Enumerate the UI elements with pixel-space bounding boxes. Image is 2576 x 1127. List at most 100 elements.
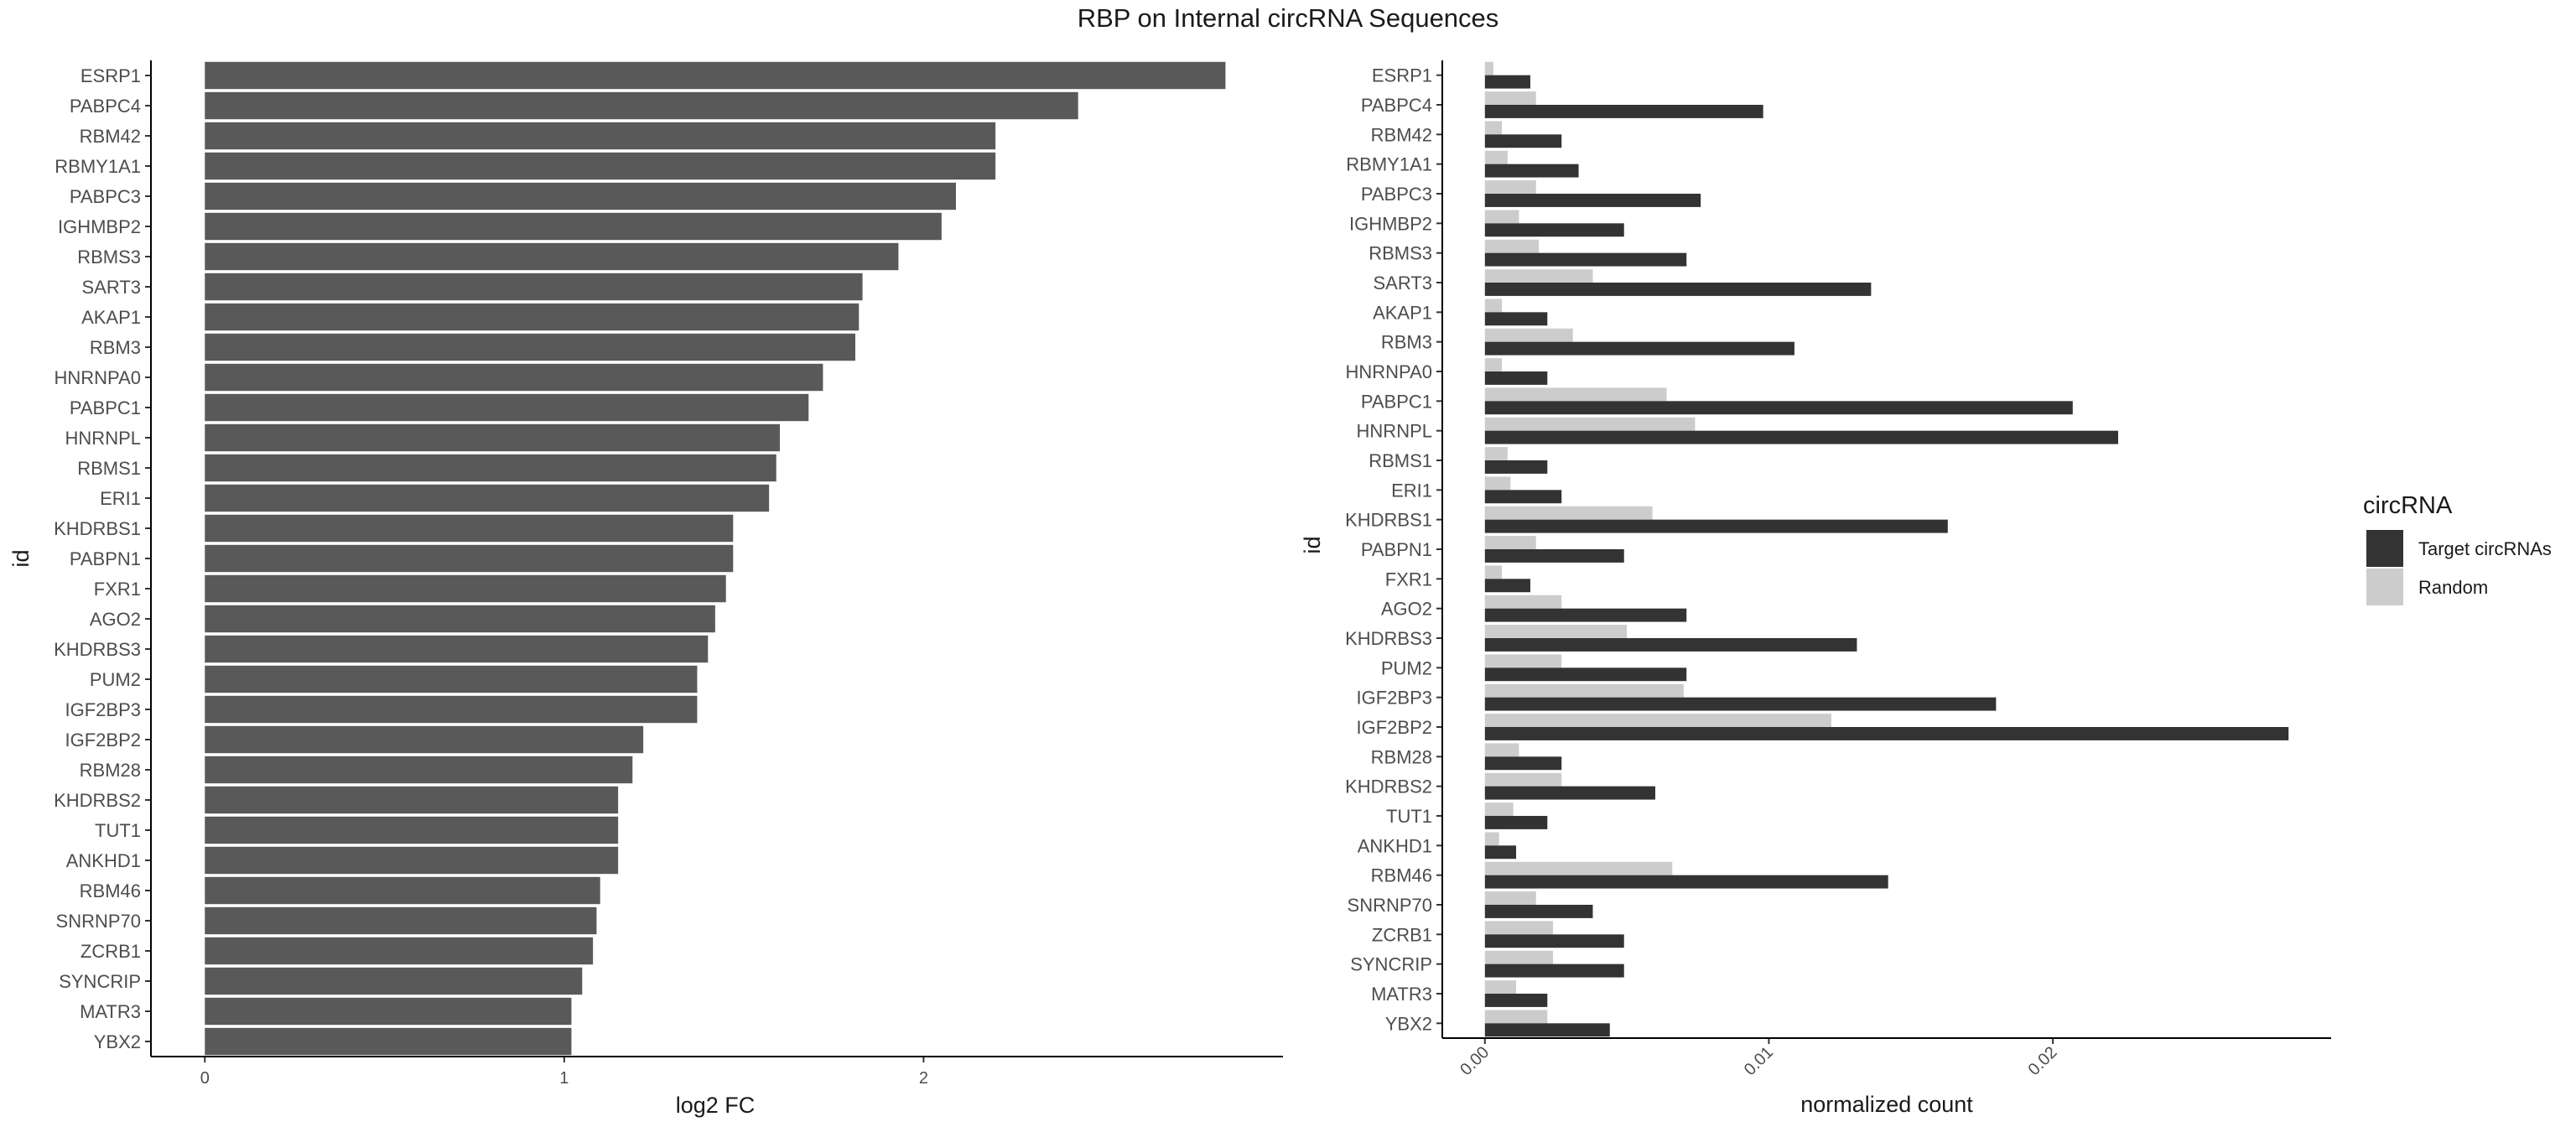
bar-random-snrnp70 (1484, 891, 1536, 905)
bar-snrnp70 (205, 906, 597, 935)
left-category-label: ERI1 (100, 488, 141, 509)
left-category-label: IGF2BP3 (65, 699, 141, 720)
right-category-label: KHDRBS3 (1345, 628, 1432, 649)
right-category-label: PABPC3 (1361, 184, 1432, 205)
right-category-label: IGF2BP2 (1357, 717, 1432, 738)
right-category-label: SART3 (1373, 273, 1432, 293)
left-category-label: SYNCRIP (59, 971, 141, 992)
left-category-label: HNRNPA0 (54, 367, 141, 388)
left-category-label: MATR3 (80, 1001, 141, 1022)
bar-target-sart3 (1484, 283, 1872, 296)
bar-ybx2 (205, 1027, 572, 1056)
right-category-label: RBM3 (1381, 332, 1432, 353)
bar-random-khdrbs2 (1484, 772, 1562, 787)
left-category-label: ESRP1 (80, 65, 141, 86)
right-bars (1484, 61, 2289, 1037)
bar-target-hnrnpa0 (1484, 371, 1548, 385)
bar-random-pum2 (1484, 654, 1562, 668)
right-category-label: RBMS1 (1368, 450, 1432, 471)
legend-label-random: Random (2418, 577, 2488, 598)
bar-random-ybx2 (1484, 1010, 1548, 1024)
bar-khdrbs2 (205, 786, 619, 814)
right-x-axis-title: normalized count (1800, 1092, 1973, 1117)
bar-sart3 (205, 273, 863, 301)
bar-random-igf2bp2 (1484, 714, 1831, 727)
bar-target-pabpc1 (1484, 401, 2073, 415)
right-y-axis-title: id (1300, 536, 1325, 553)
right-category-label: PABPC4 (1361, 95, 1432, 116)
bar-rbm42 (205, 122, 996, 150)
bar-rbm28 (205, 756, 633, 784)
right-category-label: RBM46 (1371, 865, 1432, 886)
bar-target-rbm28 (1484, 756, 1562, 771)
right-category-label: KHDRBS2 (1345, 776, 1432, 797)
left-category-label: SNRNP70 (56, 911, 141, 932)
bar-random-ago2 (1484, 595, 1562, 609)
right-category-label: RBM28 (1371, 746, 1432, 767)
right-category-label: IGF2BP3 (1357, 688, 1432, 709)
bar-target-matr3 (1484, 994, 1548, 1007)
left-category-label: RBMY1A1 (55, 156, 141, 177)
bar-random-pabpc3 (1484, 180, 1536, 194)
left-category-label: PABPC4 (70, 96, 141, 117)
left-category-label: KHDRBS3 (54, 639, 141, 660)
bar-random-khdrbs1 (1484, 506, 1653, 520)
left-category-label: SART3 (81, 277, 141, 298)
bar-random-hnrnpl (1484, 417, 1696, 431)
bar-pabpn1 (205, 544, 734, 573)
right-category-label: KHDRBS1 (1345, 510, 1432, 531)
bar-target-zcrb1 (1484, 934, 1624, 948)
bar-rbms3 (205, 242, 899, 271)
left-panel: ESRP1 PABPC4 RBM42 RBMY1A1 PABPC3 IGHMBP2 RBMS… (8, 60, 1283, 1118)
bar-hnrnpa0 (205, 363, 823, 392)
bar-random-pabpc4 (1484, 91, 1536, 105)
bar-target-igf2bp2 (1484, 727, 2289, 740)
bar-matr3 (205, 997, 572, 1026)
left-category-label: RBM3 (90, 337, 141, 358)
bar-target-fxr1 (1484, 579, 1530, 593)
right-category-labels: ESRP1 PABPC4 RBM42 RBMY1A1 PABPC3 IGHMBP2 RBMS… (1345, 65, 1442, 1034)
bar-syncrip (205, 967, 583, 995)
right-category-label: ESRP1 (1372, 65, 1432, 86)
left-category-label: AGO2 (90, 609, 141, 630)
left-category-label: KHDRBS2 (54, 790, 141, 811)
legend-swatch-random (2366, 569, 2403, 605)
left-category-label: ANKHD1 (66, 850, 141, 871)
bar-random-igf2bp3 (1484, 683, 1684, 698)
left-category-label: FXR1 (94, 579, 141, 600)
left-category-label: ZCRB1 (80, 941, 141, 962)
right-category-label: PUM2 (1381, 657, 1432, 678)
bar-target-pabpc4 (1484, 105, 1763, 118)
right-category-label: PABPN1 (1361, 539, 1432, 560)
bar-zcrb1 (205, 937, 594, 965)
left-category-label: AKAP1 (81, 307, 141, 328)
bar-target-eri1 (1484, 490, 1562, 504)
left-y-axis-title: id (8, 549, 34, 567)
bar-target-pum2 (1484, 667, 1687, 682)
bar-random-rbm28 (1484, 743, 1519, 757)
right-category-label: SYNCRIP (1350, 954, 1432, 975)
left-category-label: IGF2BP2 (65, 730, 141, 750)
left-category-labels: ESRP1 PABPC4 RBM42 RBMY1A1 PABPC3 IGHMBP2 RBMS… (54, 65, 151, 1052)
left-category-label: RBM28 (80, 760, 141, 781)
bar-random-rbm42 (1484, 121, 1503, 135)
right-category-label: IGHMBP2 (1349, 213, 1432, 234)
plot-title: RBP on Internal circRNA Sequences (1078, 3, 1499, 33)
bar-target-snrnp70 (1484, 905, 1593, 918)
left-x-ticks: 0 1 2 (200, 1057, 928, 1088)
right-category-label: RBMS3 (1368, 243, 1432, 264)
right-category-label: ANKHD1 (1358, 835, 1432, 856)
bar-target-esrp1 (1484, 75, 1530, 89)
left-category-label: YBX2 (94, 1031, 141, 1052)
bar-esrp1 (205, 61, 1226, 90)
bar-target-syncrip (1484, 963, 1624, 978)
bar-target-rbmy1a1 (1484, 164, 1579, 178)
bar-random-esrp1 (1484, 61, 1493, 75)
bar-pabpc3 (205, 182, 957, 210)
bar-random-sart3 (1484, 269, 1593, 283)
bar-target-pabpc3 (1484, 194, 1701, 207)
bar-fxr1 (205, 574, 726, 603)
bar-target-rbm46 (1484, 875, 1888, 889)
bar-tut1 (205, 816, 619, 844)
bar-random-rbms3 (1484, 239, 1540, 253)
